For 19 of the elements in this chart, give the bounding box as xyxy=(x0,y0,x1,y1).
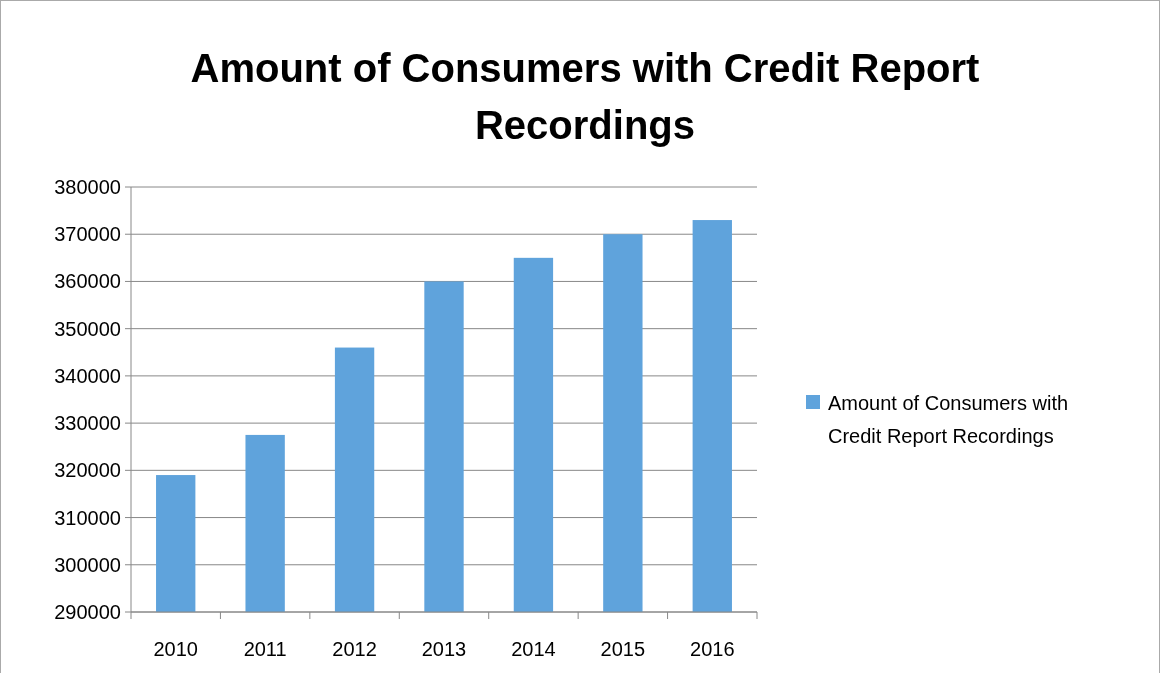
x-tick-label: 2016 xyxy=(690,638,735,660)
x-tick-label: 2012 xyxy=(332,638,377,660)
x-tick-label: 2011 xyxy=(243,638,287,660)
y-tick-label: 340000 xyxy=(54,364,121,387)
y-tick-label: 370000 xyxy=(54,223,121,246)
y-tick-label: 380000 xyxy=(54,176,121,198)
y-tick-label: 290000 xyxy=(54,601,121,623)
y-tick-label: 320000 xyxy=(54,459,121,482)
chart-title: Amount of Consumers with Credit Report Recordings xyxy=(190,46,980,147)
y-tick-label: 300000 xyxy=(54,553,121,576)
x-tick-label: 2014 xyxy=(511,638,556,660)
x-tick-label: 2013 xyxy=(421,638,467,660)
y-tick-label: 330000 xyxy=(54,412,121,435)
legend-label: Amount of Consumers with Credit Report Recordings xyxy=(828,392,1069,447)
x-tick-label: 2015 xyxy=(600,638,646,660)
x-tick-label: 2010 xyxy=(153,638,198,660)
y-tick-label: 360000 xyxy=(54,270,121,293)
y-tick-label: 350000 xyxy=(54,317,121,340)
y-tick-label: 310000 xyxy=(54,506,121,529)
